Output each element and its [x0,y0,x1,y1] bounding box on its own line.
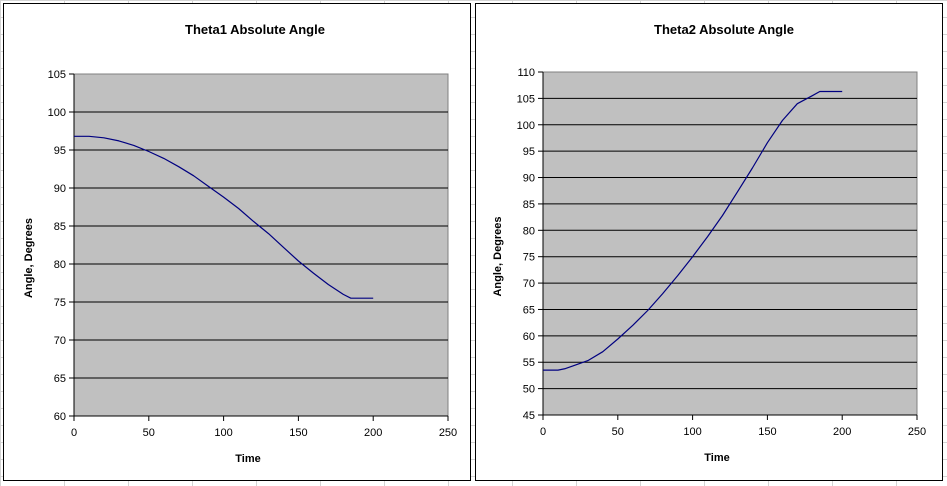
x-tick-label: 150 [289,427,307,439]
y-tick-label: 90 [523,173,535,185]
chart-title: Theta2 Absolute Angle [654,22,794,37]
y-tick-label: 80 [54,259,66,271]
y-tick-label: 45 [523,410,535,422]
x-tick-label: 150 [758,426,776,438]
plot-area [73,73,449,417]
series-line [543,90,843,371]
y-tick-label: 70 [523,278,535,290]
x-axis-title: Time [704,452,729,464]
y-tick-label: 50 [523,384,535,396]
y-axis-title: Angle, Degrees [492,216,504,296]
chart-theta2-svg: Theta2 Absolute Angle 45 50 55 60 65 70 75 80 85 9… [492,22,926,464]
y-tick-label: 85 [523,199,535,211]
chart-theta1: Theta1 Absolute Angle 60 65 70 75 80 85 90 95 100… [3,3,471,481]
y-tick-label: 70 [54,335,66,347]
y-tick-label: 100 [517,120,535,132]
y-tick-label: 85 [54,221,66,233]
x-tick-label: 50 [143,427,155,439]
y-tick-label: 60 [523,331,535,343]
y-tick-label: 55 [523,357,535,369]
y-tick-label: 60 [54,411,66,423]
y-tick-label: 75 [523,252,535,264]
x-tick-label: 250 [439,427,457,439]
y-tick-label: 65 [54,373,66,385]
y-tick-label: 90 [54,183,66,195]
y-tick-label: 105 [48,69,66,81]
y-tick-label: 95 [54,145,66,157]
x-tick-label: 100 [214,427,232,439]
y-tick-label: 105 [517,93,535,105]
x-tick-label: 250 [908,426,926,438]
x-tick-label: 50 [612,426,624,438]
chart-theta2: Theta2 Absolute Angle 45 50 55 60 65 70 75 80 85 9… [475,3,943,481]
x-tick-label: 100 [683,426,701,438]
y-tick-label: 95 [523,146,535,158]
y-tick-label: 110 [517,67,535,79]
plot-area [542,71,918,416]
chart-theta1-svg: Theta1 Absolute Angle 60 65 70 75 80 85 90 95 100… [23,22,457,465]
x-tick-label: 200 [833,426,851,438]
series-line [74,135,374,299]
x-axis-title: Time [235,453,260,465]
y-tick-label: 65 [523,304,535,316]
chart-title: Theta1 Absolute Angle [185,22,325,37]
x-tick-label: 0 [540,426,546,438]
y-tick-label: 75 [54,297,66,309]
y-tick-label: 80 [523,225,535,237]
y-tick-label: 100 [48,107,66,119]
x-tick-label: 200 [364,427,382,439]
x-tick-label: 0 [71,427,77,439]
y-axis-title: Angle, Degrees [23,218,35,298]
